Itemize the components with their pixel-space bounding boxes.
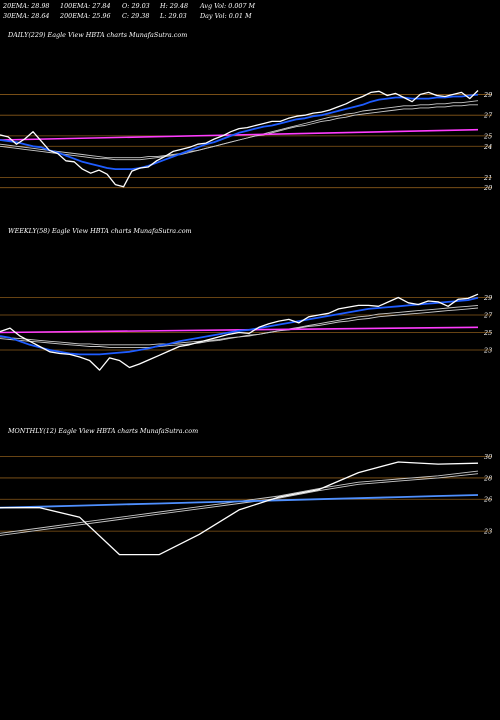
daily-y-tick-label: 24: [483, 143, 492, 151]
daily-y-tick-label: 29: [483, 91, 492, 99]
weekly-slow-ema-1-line: [0, 304, 479, 348]
stat-low: L: 29.03: [159, 12, 187, 20]
stat-100ema: 100EMA: 27.84: [60, 2, 111, 10]
stat-20ema: 20EMA: 28.98: [2, 2, 49, 10]
weekly-y-tick-label: 23: [483, 347, 492, 355]
monthly-y-tick-label: 23: [483, 528, 492, 536]
daily-y-tick-label: 25: [483, 132, 492, 140]
daily-slow-ema-1-line: [0, 100, 479, 161]
header-stats: 20EMA: 28.98 100EMA: 27.84 O: 29.03 H: 2…: [2, 2, 256, 20]
weekly-chart-panel: 29 27 25 23: [0, 293, 493, 371]
monthly-slow-ema-2-line: [0, 473, 479, 536]
daily-chart-panel: 29 27 25 24 21 20: [0, 90, 493, 192]
daily-trend-line: [0, 128, 479, 141]
monthly-y-tick-label: 30: [484, 453, 492, 461]
monthly-chart-panel: 30 28 26 23: [0, 453, 492, 556]
monthly-chart-title: MONTHLY(12) Eagle View HBTA charts Munaf…: [7, 427, 198, 435]
stat-200ema: 200EMA: 25.96: [59, 12, 111, 20]
monthly-y-tick-label: 26: [483, 496, 492, 504]
weekly-price-line: [0, 293, 479, 371]
stat-close: C: 29.38: [122, 12, 149, 20]
stat-high: H: 29.48: [159, 2, 188, 10]
stat-30ema: 30EMA: 28.64: [3, 12, 49, 20]
monthly-price-line: [0, 461, 479, 556]
weekly-chart-title: WEEKLY(58) Eagle View HBTA charts Munafa…: [8, 227, 192, 235]
monthly-fast-ema-line: [0, 494, 479, 509]
weekly-y-tick-label: 25: [483, 329, 492, 337]
daily-y-tick-label: 20: [483, 184, 492, 192]
daily-y-tick-label: 27: [483, 112, 493, 120]
monthly-y-tick-label: 28: [483, 474, 492, 482]
weekly-fast-ema-line: [0, 296, 479, 356]
stat-open: O: 29.03: [122, 2, 150, 10]
daily-fast-ema-line: [0, 93, 479, 171]
daily-price-line: [0, 90, 479, 188]
daily-y-tick-label: 21: [483, 174, 492, 182]
daily-chart-title: DAILY(229) Eagle View HBTA charts Munafa…: [7, 31, 187, 39]
stat-day-vol: Day Vol: 0.01 M: [199, 12, 252, 20]
weekly-y-tick-label: 27: [483, 312, 493, 320]
stat-avg-vol: Avg Vol: 0.007 M: [199, 2, 256, 10]
weekly-y-tick-label: 29: [483, 294, 492, 302]
